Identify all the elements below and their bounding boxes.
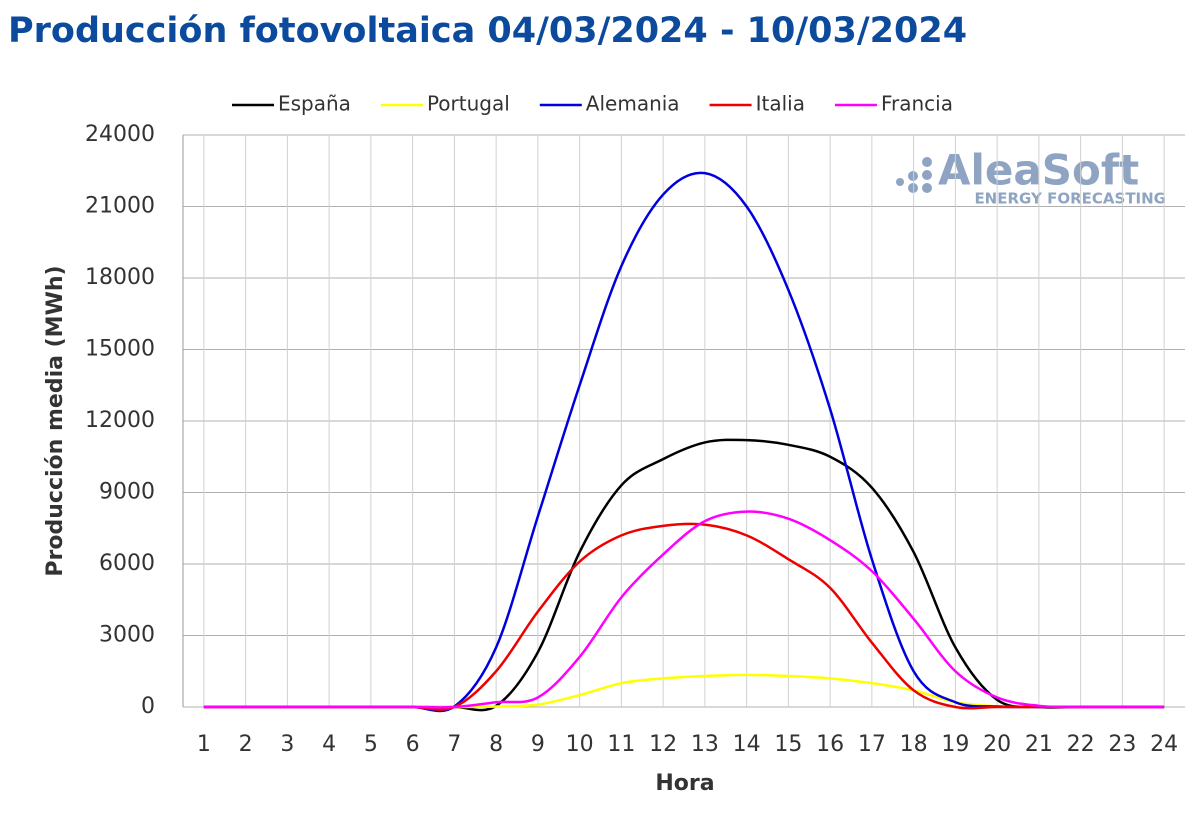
series-line [203,438,1165,712]
x-axis-label: Hora [655,771,714,796]
series-line [203,510,1165,709]
y-tick-label: 3000 [99,623,155,648]
logo-dot [922,183,932,193]
x-tick-label: 9 [531,732,545,757]
x-tick-label: 7 [447,732,461,757]
x-tick-label: 4 [322,732,336,757]
x-tick-label: 17 [858,732,886,757]
y-tick-label: 18000 [85,265,155,290]
x-tick-label: 6 [406,732,420,757]
logo-dot [922,157,932,167]
logo-dot [908,183,918,193]
x-tick-label: 10 [566,732,594,757]
series-line [203,522,1165,711]
legend-item: Portugal [380,92,510,116]
x-tick-label: 16 [816,732,844,757]
x-tick-label: 21 [1025,732,1053,757]
x-tick-label: 2 [239,732,253,757]
logo: AleaSoft ENERGY FORECASTING [896,146,1166,208]
x-tick-label: 22 [1067,732,1095,757]
x-tick-label: 5 [364,732,378,757]
x-tick-label: 20 [983,732,1011,757]
x-tick-label: 23 [1108,732,1136,757]
logo-dot [896,178,904,186]
x-tick-label: 15 [774,732,802,757]
y-tick-label: 24000 [85,122,155,147]
x-tick-label: 8 [489,732,503,757]
legend-label: Alemania [586,92,680,116]
y-tick-label: 9000 [99,480,155,505]
chart-title: Producción fotovoltaica 04/03/2024 - 10/… [8,11,967,51]
legend-label: Francia [881,92,953,116]
x-tick-label: 3 [280,732,294,757]
legend-item: España [232,92,351,116]
x-tick-label: 12 [649,732,677,757]
x-tick-label: 18 [900,732,928,757]
y-tick-label: 15000 [85,337,155,362]
series-line [203,171,1165,713]
x-tick-label: 24 [1150,732,1178,757]
legend-item: Alemania [539,92,680,116]
y-tick-label: 0 [141,694,155,719]
y-tick-label: 6000 [99,551,155,576]
x-tick-label: 11 [607,732,635,757]
x-tick-label: 14 [733,732,761,757]
legend-label: España [278,92,351,116]
x-tick-label: 13 [691,732,719,757]
legend-label: Portugal [427,92,510,116]
y-axis-label: Producción media (MWh) [43,265,68,576]
logo-dot [922,170,932,180]
legend-item: Francia [834,92,953,116]
logo-dot [908,171,918,181]
logo-subtitle: ENERGY FORECASTING [974,190,1166,208]
legend-item: Italia [709,92,805,116]
x-tick-label: 1 [197,732,211,757]
x-tick-label: 19 [941,732,969,757]
y-tick-label: 12000 [85,408,155,433]
y-tick-label: 21000 [85,194,155,219]
legend-label: Italia [756,92,805,116]
